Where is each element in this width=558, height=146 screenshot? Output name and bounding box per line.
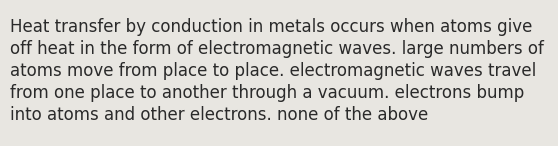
Text: atoms move from place to place. electromagnetic waves travel: atoms move from place to place. electrom… xyxy=(10,62,536,80)
Text: into atoms and other electrons. none of the above: into atoms and other electrons. none of … xyxy=(10,106,428,124)
Text: Heat transfer by conduction in metals occurs when atoms give: Heat transfer by conduction in metals oc… xyxy=(10,18,532,36)
Text: off heat in the form of electromagnetic waves. large numbers of: off heat in the form of electromagnetic … xyxy=(10,40,544,58)
Text: from one place to another through a vacuum. electrons bump: from one place to another through a vacu… xyxy=(10,84,525,102)
